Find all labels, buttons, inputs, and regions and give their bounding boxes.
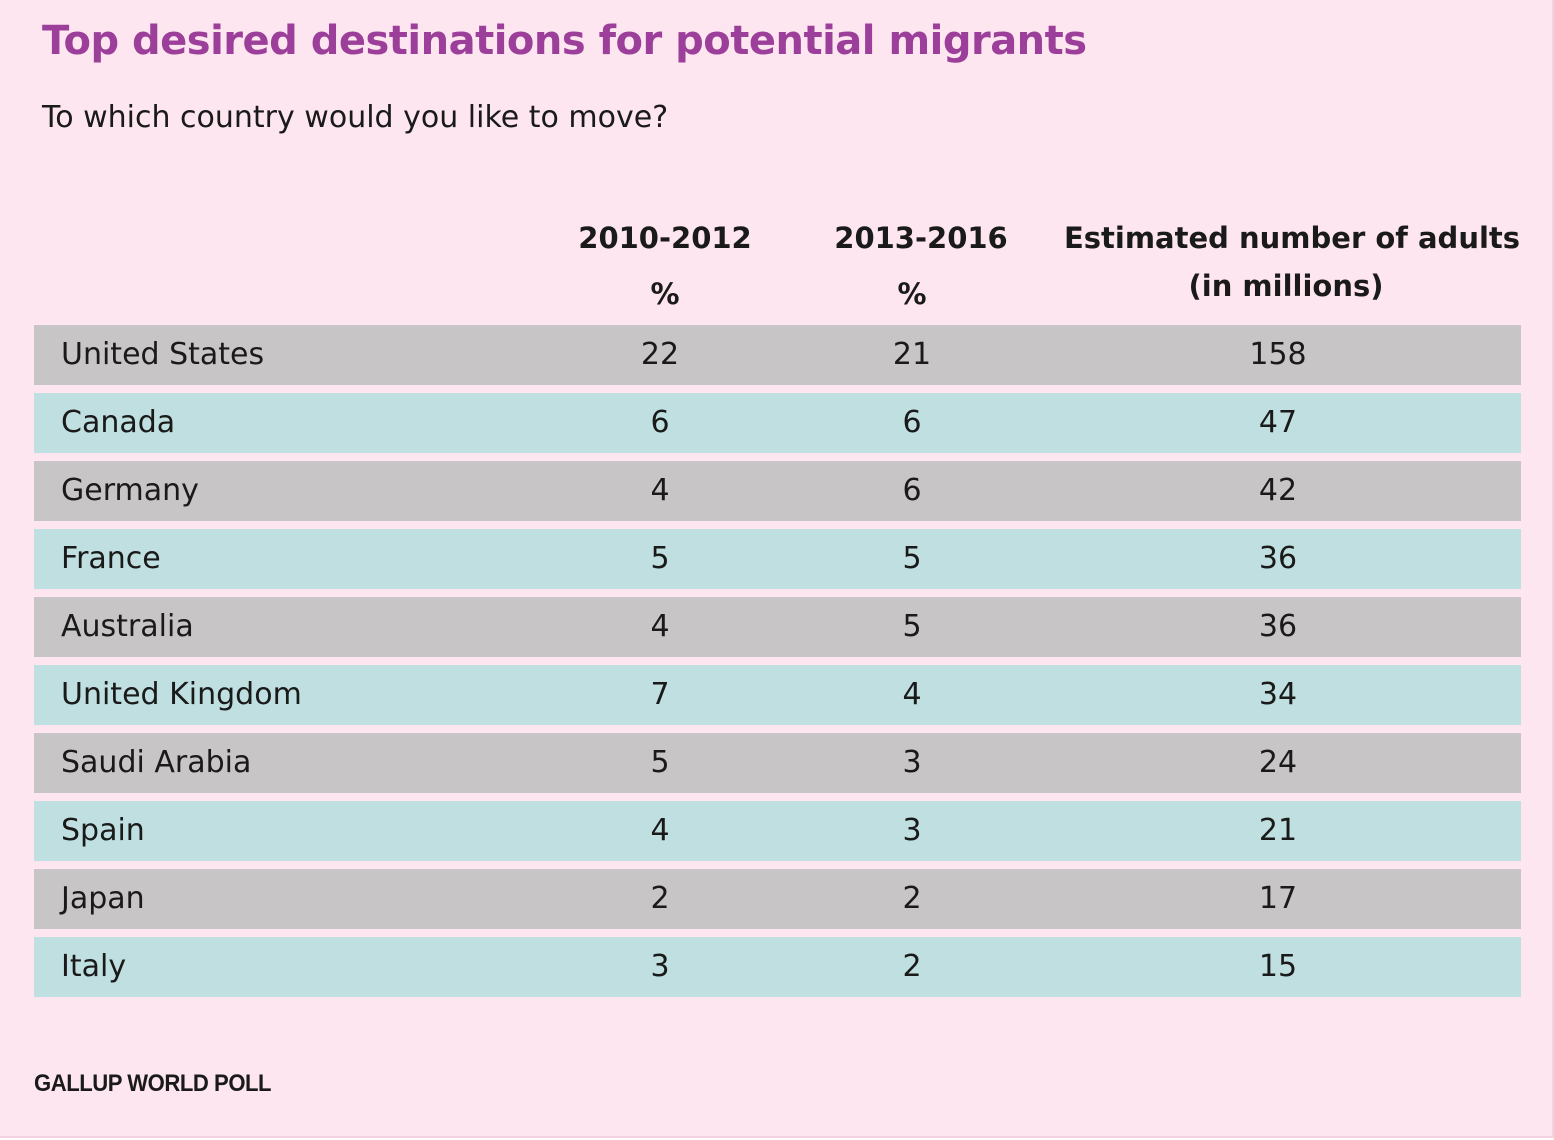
- adults-millions-cell: 36: [1258, 541, 1298, 576]
- value-2013-2016-cell: 5: [902, 541, 922, 576]
- header-adults: Estimated number of adults: [1063, 221, 1521, 255]
- country-cell: Italy: [61, 949, 127, 984]
- country-cell: Spain: [61, 813, 145, 848]
- adults-millions-cell: 47: [1258, 405, 1298, 440]
- country-cell: Canada: [61, 405, 176, 440]
- table-row: Germany 4 6 42: [34, 461, 1521, 521]
- value-2010-2012-cell: 7: [650, 677, 670, 712]
- table-row: Saudi Arabia 5 3 24: [34, 733, 1521, 793]
- chart-title: Top desired destinations for potential m…: [42, 18, 1087, 64]
- table-row: Canada 6 6 47: [34, 393, 1521, 453]
- value-2010-2012-cell: 4: [650, 609, 670, 644]
- value-2013-2016-cell: 3: [902, 745, 922, 780]
- source-credit: GALLUP WORLD POLL: [34, 1070, 272, 1097]
- header-period2: 2013-2016: [834, 221, 1008, 255]
- country-cell: Japan: [61, 881, 145, 916]
- value-2010-2012-cell: 5: [650, 541, 670, 576]
- table-row: United Kingdom 7 4 34: [34, 665, 1521, 725]
- country-cell: Australia: [61, 609, 194, 644]
- value-2010-2012-cell: 5: [650, 745, 670, 780]
- country-cell: France: [61, 541, 161, 576]
- country-cell: United Kingdom: [61, 677, 302, 712]
- adults-millions-cell: 158: [1249, 337, 1307, 372]
- value-2013-2016-cell: 6: [902, 405, 922, 440]
- value-2010-2012-cell: 4: [650, 473, 670, 508]
- adults-millions-cell: 24: [1258, 745, 1298, 780]
- value-2010-2012-cell: 2: [650, 881, 670, 916]
- country-cell: United States: [61, 337, 265, 372]
- value-2010-2012-cell: 3: [650, 949, 670, 984]
- table-row: Japan 2 2 17: [34, 869, 1521, 929]
- adults-millions-cell: 17: [1258, 881, 1298, 916]
- value-2013-2016-cell: 2: [902, 881, 922, 916]
- table-row: Australia 4 5 36: [34, 597, 1521, 657]
- chart-subtitle: To which country would you like to move?: [42, 100, 669, 135]
- header-period1: 2010-2012: [578, 221, 752, 255]
- value-2013-2016-cell: 3: [902, 813, 922, 848]
- value-2013-2016-cell: 2: [902, 949, 922, 984]
- country-cell: Saudi Arabia: [61, 745, 252, 780]
- value-2010-2012-cell: 6: [650, 405, 670, 440]
- value-2013-2016-cell: 21: [892, 337, 932, 372]
- country-cell: Germany: [61, 473, 199, 508]
- adults-millions-cell: 15: [1258, 949, 1298, 984]
- value-2010-2012-cell: 4: [650, 813, 670, 848]
- value-2013-2016-cell: 5: [902, 609, 922, 644]
- adults-millions-cell: 21: [1258, 813, 1298, 848]
- header-adults-unit: (in millions): [1188, 269, 1384, 303]
- value-2010-2012-cell: 22: [640, 337, 680, 372]
- header-period1-unit: %: [650, 277, 680, 311]
- value-2013-2016-cell: 6: [902, 473, 922, 508]
- table-row: Spain 4 3 21: [34, 801, 1521, 861]
- header-period2-unit: %: [897, 277, 927, 311]
- data-table: United States 22 21 158 Canada 6 6 47 Germany 4 6 4…: [34, 325, 1521, 1005]
- table-row: Italy 3 2 15: [34, 937, 1521, 997]
- adults-millions-cell: 36: [1258, 609, 1298, 644]
- value-2013-2016-cell: 4: [902, 677, 922, 712]
- adults-millions-cell: 42: [1258, 473, 1298, 508]
- adults-millions-cell: 34: [1258, 677, 1298, 712]
- table-row: France 5 5 36: [34, 529, 1521, 589]
- table-row: United States 22 21 158: [34, 325, 1521, 385]
